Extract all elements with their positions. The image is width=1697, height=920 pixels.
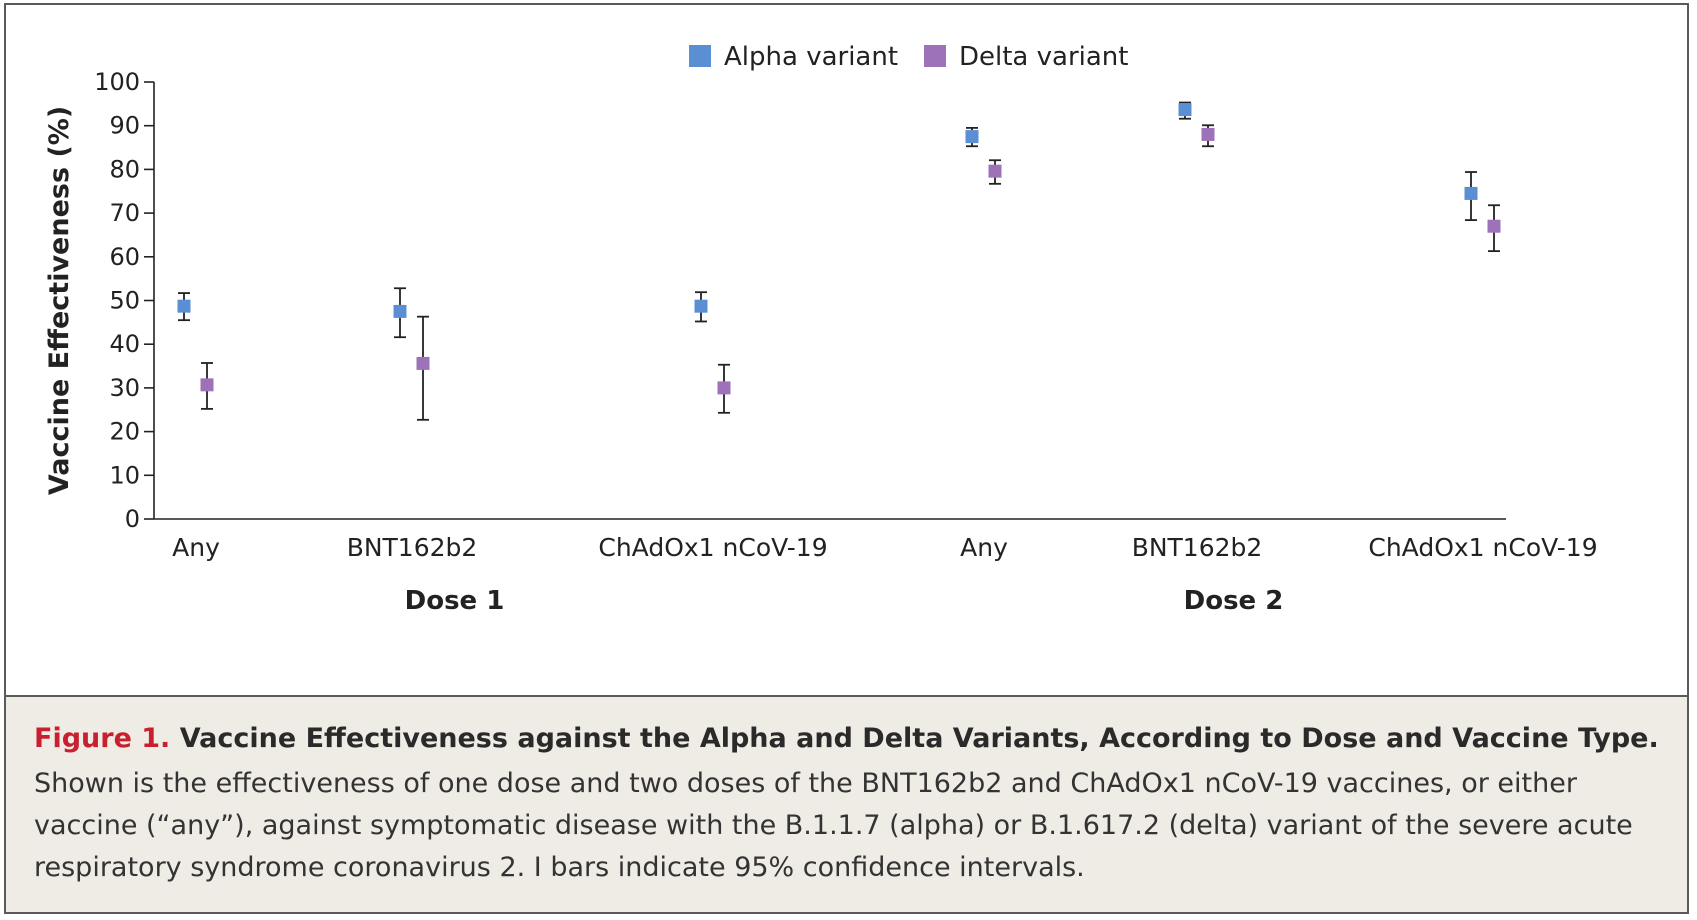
x-category-label: ChAdOx1 nCoV-19: [598, 533, 827, 562]
chart: Alpha variant Delta variant 0 10 20 30 40 50 60…: [44, 42, 1598, 616]
legend: Alpha variant Delta variant: [689, 42, 1128, 72]
y-tick-label: 20: [109, 418, 140, 446]
data-point: [1464, 186, 1478, 200]
x-category-label: BNT162b2: [1132, 533, 1263, 562]
data-point: [177, 299, 191, 313]
caption-figure-label: Figure 1.: [34, 723, 171, 754]
y-tick-label: 100: [94, 68, 140, 96]
y-tick-label: 80: [109, 155, 140, 183]
caption-title: Vaccine Effectiveness against the Alpha …: [179, 723, 1659, 754]
y-axis-title: Vaccine Effectiveness (%): [44, 106, 75, 495]
data-point: [717, 381, 731, 395]
legend-label: Alpha variant: [724, 42, 898, 72]
y-tick-label: 90: [109, 112, 140, 140]
x-axis: Any BNT162b2 ChAdOx1 nCoV-19 Any BNT162b2 ChA…: [154, 518, 1598, 616]
caption-title-line: Figure 1. Vaccine Effectiveness against …: [34, 719, 1659, 759]
x-category-label: ChAdOx1 nCoV-19: [1368, 533, 1597, 562]
legend-label: Delta variant: [959, 42, 1128, 72]
data-point: [694, 299, 708, 313]
y-axis: 0 10 20 30 40 50 60 70 80 90 100 Vaccine Effectiven…: [44, 68, 155, 533]
y-tick-label: 40: [109, 330, 140, 358]
data-point: [416, 356, 430, 370]
dose-group-label: Dose 2: [1184, 586, 1284, 616]
data-point: [1201, 127, 1215, 141]
data-point: [393, 304, 407, 318]
dose-group-label: Dose 1: [405, 586, 505, 616]
data-marks: [177, 101, 1501, 421]
caption-body: Shown is the effectiveness of one dose a…: [34, 768, 1633, 883]
y-tick-label: 30: [109, 374, 140, 402]
data-point: [988, 164, 1002, 178]
y-tick-label: 60: [109, 243, 140, 271]
x-category-label: Any: [172, 533, 220, 562]
y-tick-label: 70: [109, 199, 140, 227]
legend-swatch: [689, 45, 711, 67]
data-point: [1178, 103, 1192, 117]
figure-caption: Figure 1. Vaccine Effectiveness against …: [6, 695, 1687, 912]
legend-swatch: [924, 45, 946, 67]
y-tick-label: 0: [125, 505, 140, 533]
data-point: [965, 130, 979, 144]
data-point: [200, 378, 214, 392]
figure-frame: Alpha variant Delta variant 0 10 20 30 40 50 60…: [4, 3, 1689, 914]
x-category-label: Any: [960, 533, 1008, 562]
y-tick-label: 50: [109, 287, 140, 315]
x-category-label: BNT162b2: [347, 533, 478, 562]
y-tick-label: 10: [109, 461, 140, 489]
data-point: [1487, 219, 1501, 233]
